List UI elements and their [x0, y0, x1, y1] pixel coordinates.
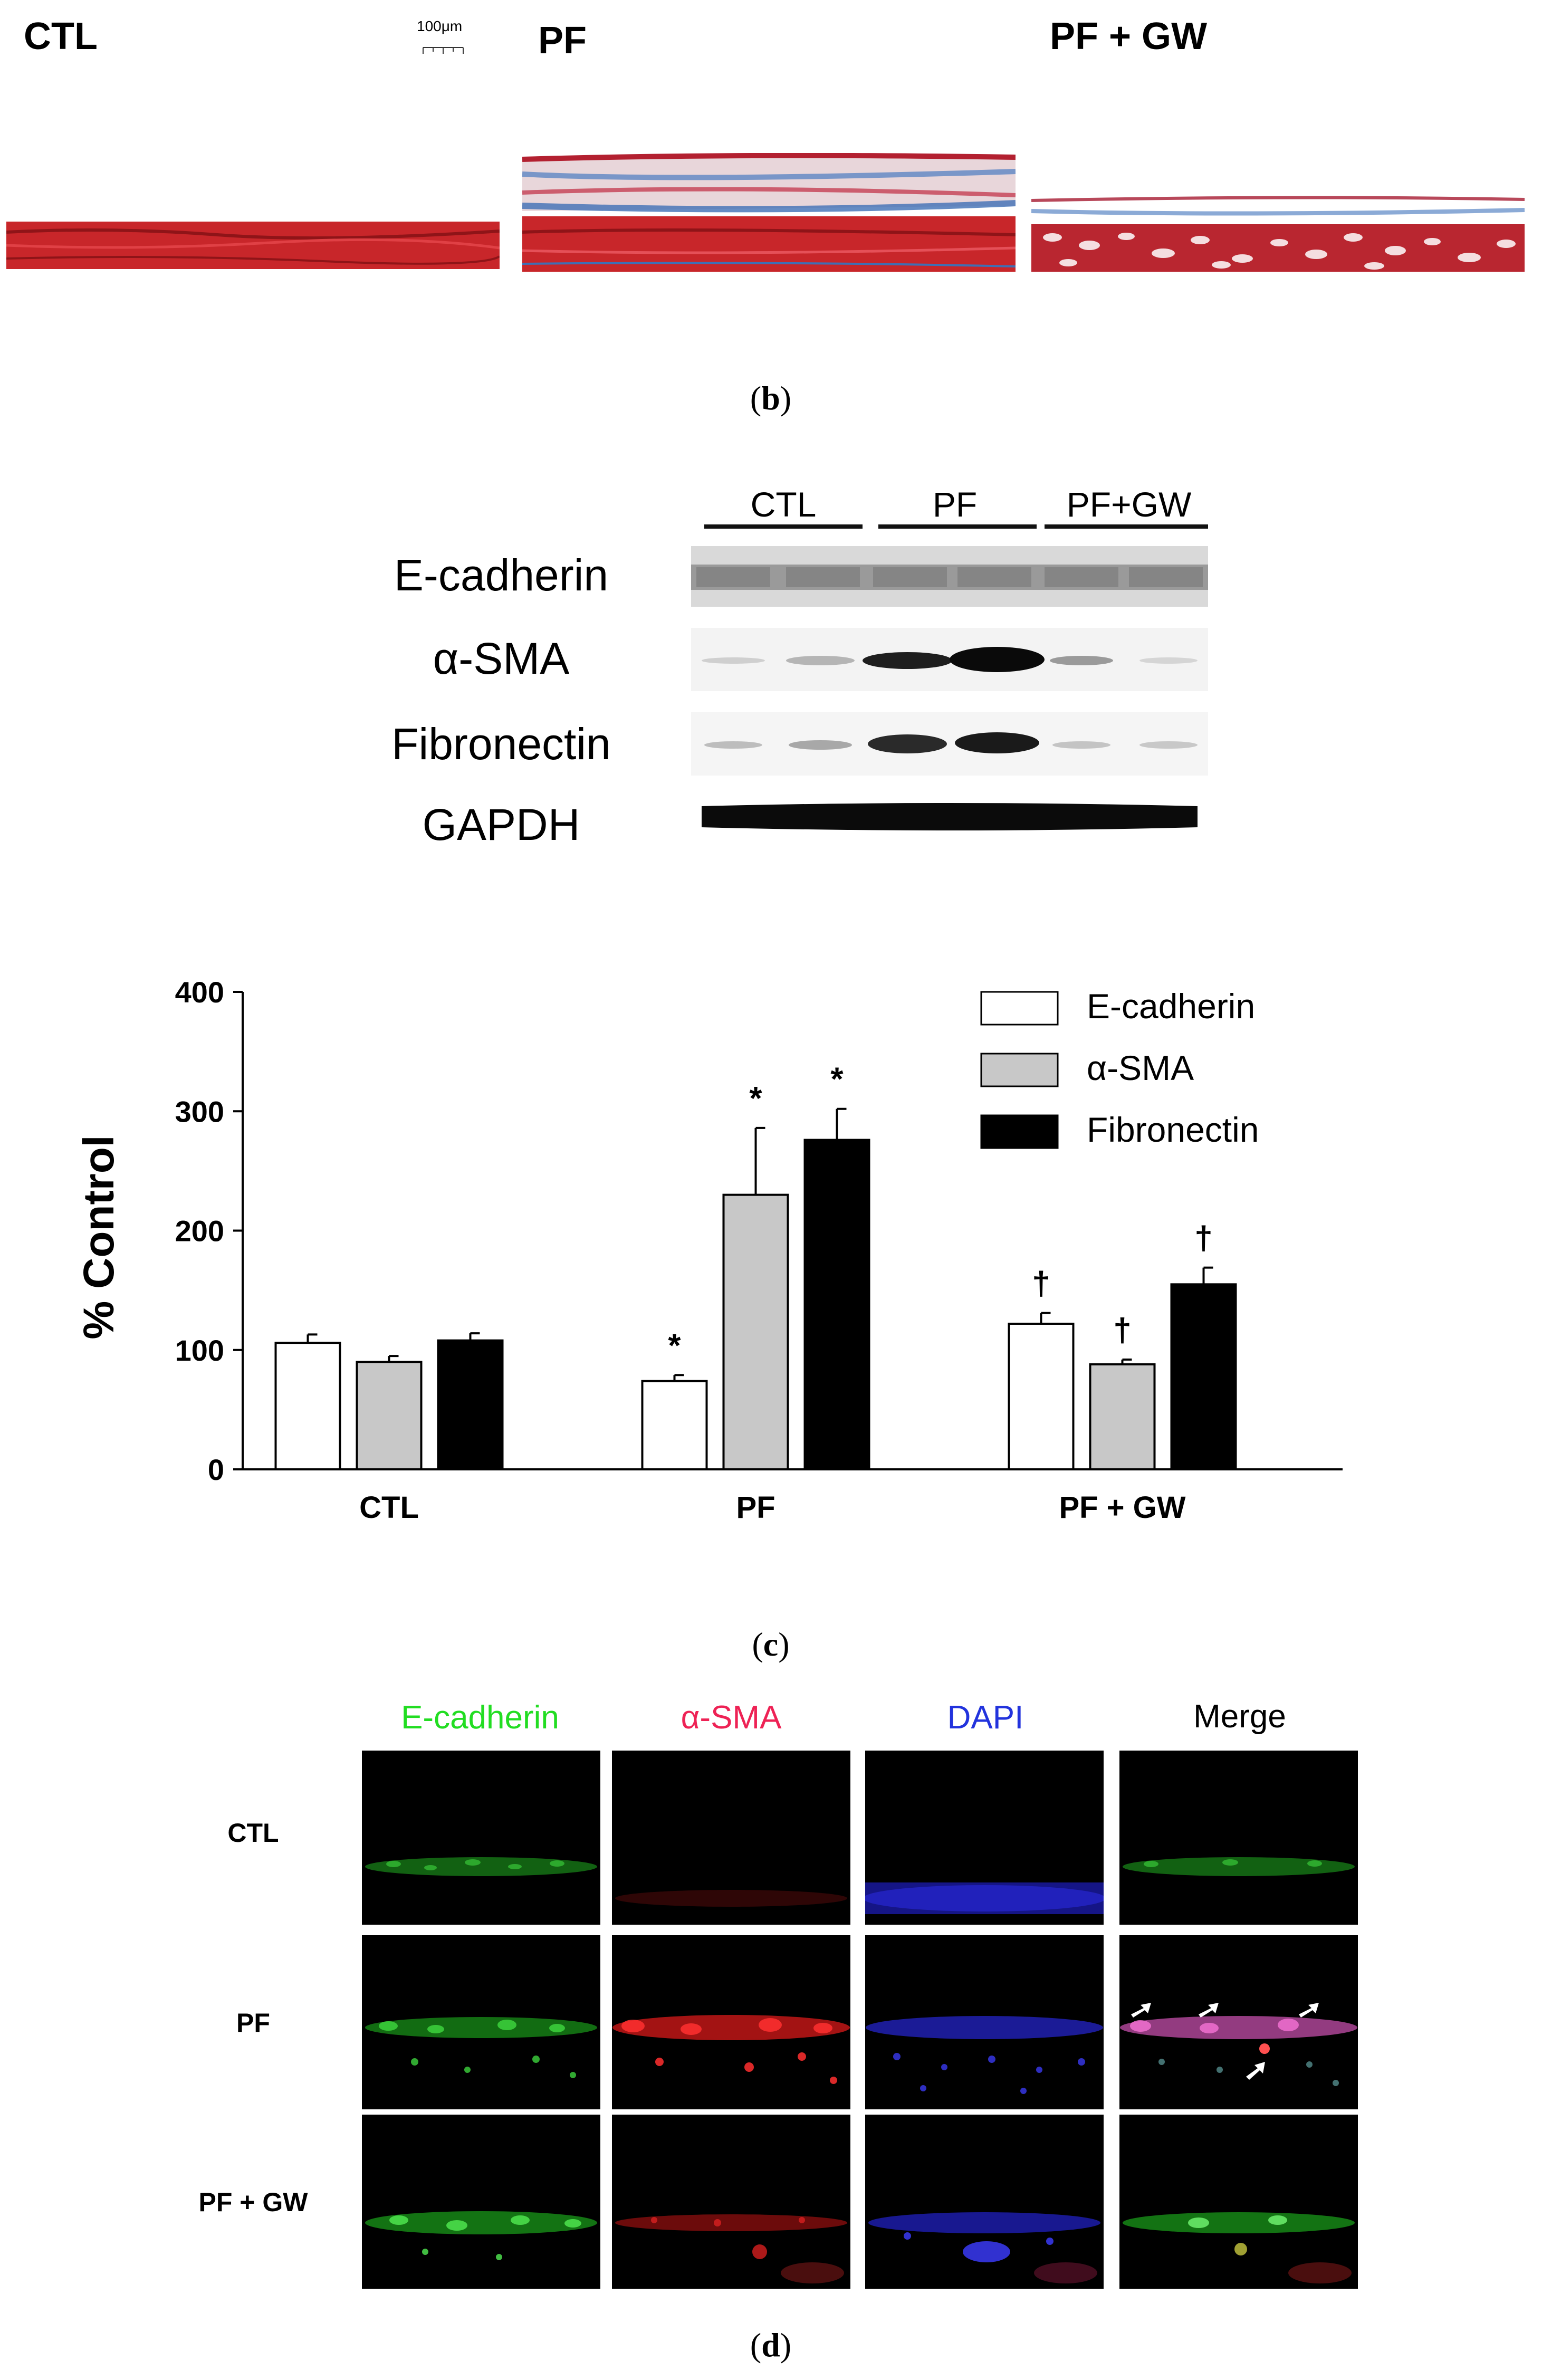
y-axis: 0 100 200 300 400 [175, 976, 244, 1486]
bar [641, 1380, 708, 1471]
x-tick-label: PF [736, 1490, 775, 1525]
wb-protein-gapdh: GAPDH [422, 800, 580, 849]
wb-protein-e-cadherin: E-cadherin [394, 550, 609, 600]
y-tick-label: 400 [175, 976, 224, 1009]
legend-swatch [980, 1114, 1059, 1149]
blot-a-sma [691, 628, 1208, 691]
if-header-a-sma: α-SMA [681, 1699, 782, 1736]
wb-group-ctl: CTL [750, 485, 817, 524]
histology-image-ctl [6, 222, 500, 269]
x-axis: CTL PF PF + GW [243, 1468, 1343, 1525]
scale-bar [423, 47, 464, 54]
if-image-pf-e-cadherin [362, 1935, 600, 2109]
bar [356, 1361, 423, 1470]
y-tick-label: 300 [175, 1095, 224, 1128]
bar-chart: % Control 0 100 200 300 400 * * * † † † CTL PF PF +… [75, 976, 1343, 1525]
significance-marker: † [1113, 1312, 1131, 1349]
if-image-pf-a-sma [612, 1935, 850, 2109]
histology-label-pf: PF [538, 20, 587, 62]
legend: E-cadherin α-SMA Fibronectin [980, 987, 1259, 1149]
wb-group-pf: PF [932, 485, 978, 524]
wb-group-line-pf-gw [1045, 524, 1208, 529]
blot-fibronectin [691, 712, 1208, 776]
significance-marker: * [830, 1062, 844, 1098]
wb-protein-fibronectin: Fibronectin [391, 719, 611, 769]
if-image-pf-gw-a-sma [612, 2115, 850, 2289]
if-row-label-ctl: CTL [227, 1818, 279, 1848]
significance-marker: * [749, 1081, 762, 1117]
y-axis-label: % Control [75, 1135, 123, 1339]
panel-b-caption: (b) [750, 379, 792, 417]
y-tick-label: 200 [175, 1215, 224, 1248]
if-row-label-pf: PF [236, 2008, 270, 2038]
x-tick-label: PF + GW [1059, 1490, 1185, 1525]
bar [437, 1339, 504, 1471]
wb-protein-a-sma: α-SMA [433, 634, 570, 683]
significance-marker: † [1032, 1266, 1050, 1302]
bar [1008, 1322, 1075, 1470]
bar [803, 1139, 870, 1470]
wb-group-line-ctl [704, 524, 863, 529]
if-image-pf-gw-dapi [865, 2115, 1104, 2289]
bar [1089, 1363, 1156, 1471]
if-image-ctl-a-sma [612, 1751, 850, 1925]
blot-gapdh [691, 796, 1208, 838]
if-image-ctl-dapi [865, 1751, 1104, 1925]
panel-c-caption: (c) [752, 1626, 790, 1663]
legend-label: α-SMA [1087, 1048, 1194, 1087]
legend-swatch [980, 1053, 1059, 1087]
x-tick-label: CTL [359, 1490, 419, 1525]
if-header-merge: Merge [1193, 1698, 1286, 1735]
bar [722, 1193, 789, 1470]
if-image-pf-dapi [865, 1935, 1104, 2109]
y-tick-label: 100 [175, 1334, 224, 1367]
if-header-dapi: DAPI [947, 1699, 1024, 1736]
legend-swatch [980, 991, 1059, 1026]
histology-image-pf-gw [1031, 195, 1525, 272]
if-image-ctl-merge [1119, 1751, 1358, 1925]
bar [1170, 1283, 1237, 1470]
blot-e-cadherin [691, 546, 1208, 607]
panel-d-caption: (d) [750, 2326, 792, 2364]
scale-bar-label: 100μm [417, 18, 463, 34]
if-image-pf-merge [1119, 1935, 1358, 2109]
if-image-pf-gw-e-cadherin [362, 2115, 600, 2289]
significance-marker: * [668, 1327, 681, 1364]
significance-marker: † [1194, 1220, 1212, 1257]
y-tick-label: 0 [208, 1453, 224, 1486]
wb-group-pf-gw: PF+GW [1066, 485, 1192, 524]
if-image-ctl-e-cadherin [362, 1751, 600, 1925]
histology-label-ctl: CTL [24, 15, 98, 58]
legend-label: E-cadherin [1087, 987, 1255, 1026]
legend-label: Fibronectin [1087, 1110, 1259, 1149]
bars: * * * † † † [274, 1062, 1237, 1471]
if-row-label-pf-gw: PF + GW [198, 2187, 308, 2217]
wb-group-line-pf [878, 524, 1037, 529]
if-header-e-cadherin: E-cadherin [401, 1699, 559, 1736]
if-image-pf-gw-merge [1119, 2115, 1358, 2289]
histology-label-pf-gw: PF + GW [1050, 15, 1208, 58]
histology-image-pf [522, 153, 1016, 272]
bar [274, 1342, 341, 1470]
